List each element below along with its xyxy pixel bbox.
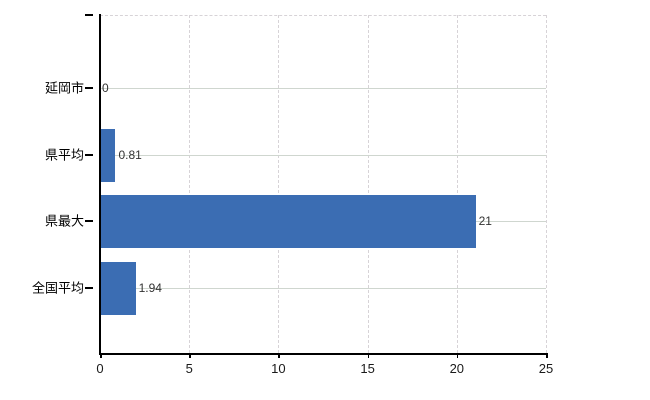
x-tick-label: 10 — [271, 361, 286, 376]
bar — [101, 261, 136, 315]
y-axis-tick — [85, 87, 93, 89]
category-label: 全国平均 — [31, 280, 84, 296]
bar — [101, 128, 116, 182]
x-axis-tick — [456, 353, 459, 358]
value-label: 0 — [102, 81, 109, 95]
plot-right-border — [546, 15, 547, 353]
category-label: 県平均 — [44, 147, 84, 163]
gridline-h — [100, 155, 546, 156]
category-label: 県最大 — [44, 213, 84, 229]
x-axis-tick — [278, 353, 280, 358]
y-axis-tick — [85, 287, 93, 289]
gridline-h — [100, 88, 546, 89]
value-label: 21 — [478, 214, 492, 228]
x-tick-label: 0 — [96, 361, 104, 376]
x-axis-tick — [100, 353, 102, 358]
gridline-v — [456, 15, 458, 353]
x-axis-tick — [367, 353, 370, 358]
value-label: 0.81 — [118, 148, 142, 162]
y-axis-top-tick — [85, 14, 93, 16]
y-axis-line — [99, 14, 101, 354]
gridline-v — [367, 15, 369, 353]
bar — [101, 194, 476, 248]
x-tick-label: 20 — [449, 361, 465, 376]
y-axis-tick — [85, 154, 93, 156]
x-axis-tick — [546, 353, 548, 358]
gridline-v — [189, 15, 191, 353]
gridline-h — [100, 288, 546, 289]
plot-area — [100, 15, 546, 353]
x-axis-tick — [189, 353, 191, 358]
x-tick-label: 25 — [538, 361, 554, 376]
gridline-v — [278, 15, 280, 353]
y-axis-tick — [85, 220, 93, 222]
x-tick-label: 5 — [185, 361, 193, 376]
x-axis-line — [99, 353, 548, 355]
plot-top-border — [100, 15, 546, 16]
category-label: 延岡市 — [44, 80, 84, 96]
value-label: 1.94 — [138, 281, 162, 295]
x-tick-label: 15 — [360, 361, 375, 376]
